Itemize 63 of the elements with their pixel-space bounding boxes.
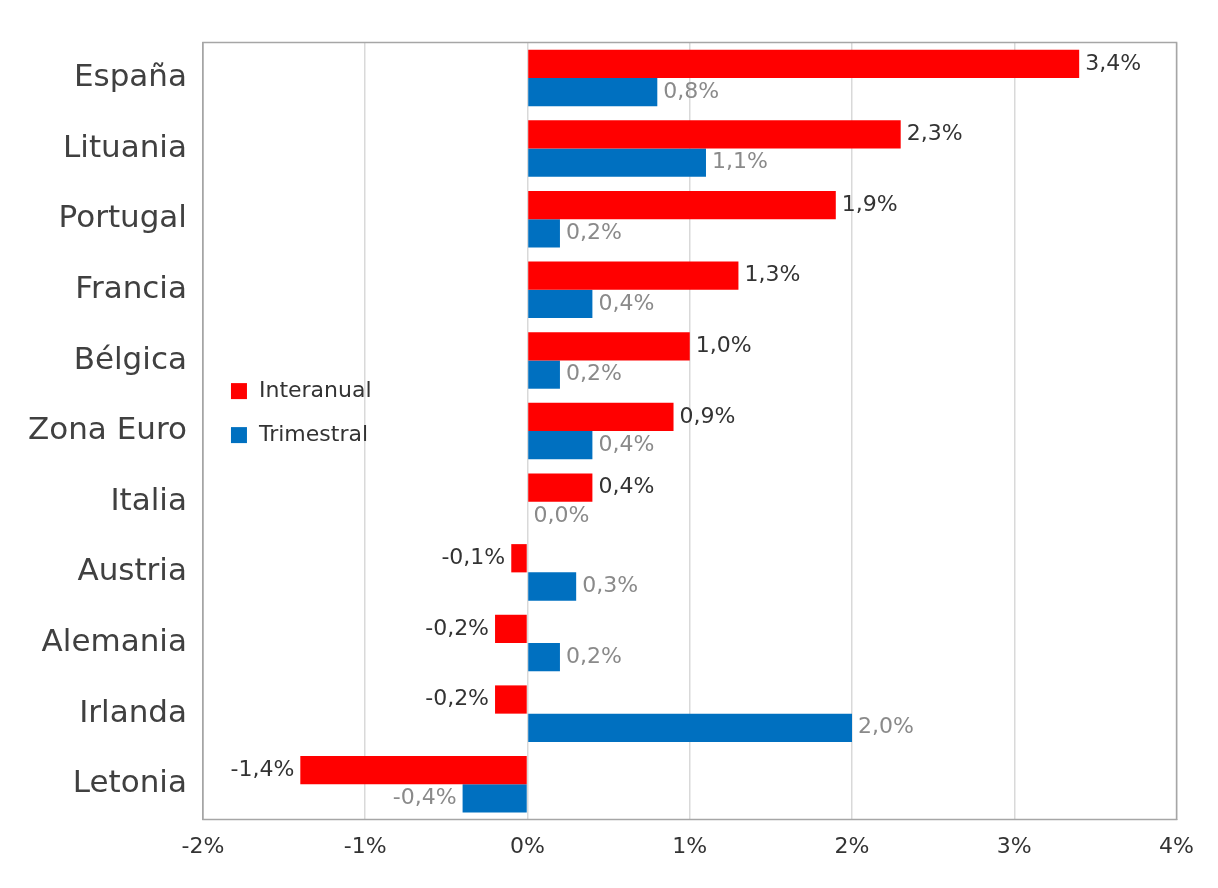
bar xyxy=(528,332,690,361)
bar xyxy=(528,431,593,460)
bar xyxy=(528,261,739,290)
data-label: 1,1% xyxy=(711,148,768,174)
data-label: 1,0% xyxy=(695,332,752,358)
bar xyxy=(528,49,1080,78)
bar xyxy=(528,219,560,248)
bar xyxy=(300,756,527,785)
x-tick-label: 1% xyxy=(672,832,708,858)
legend-label: Trimestral xyxy=(257,420,369,446)
data-label: -0,2% xyxy=(425,685,490,711)
bar xyxy=(528,190,836,220)
bar xyxy=(528,572,577,601)
data-label: 2,0% xyxy=(858,713,914,739)
x-tick-label: 3% xyxy=(996,832,1032,858)
bar xyxy=(495,614,527,644)
y-tick-label: Zona Euro xyxy=(28,410,187,447)
data-label: 0,2% xyxy=(565,360,622,386)
y-tick-label: Lituania xyxy=(63,127,187,164)
x-tick-label: -1% xyxy=(343,832,387,858)
data-label: 1,9% xyxy=(841,190,898,216)
data-label: -0,1% xyxy=(441,543,506,569)
bar xyxy=(528,289,593,319)
x-tick-label: 4% xyxy=(1159,832,1194,858)
bar xyxy=(528,360,560,389)
data-label: 0,3% xyxy=(582,572,639,598)
data-label: 0,4% xyxy=(598,430,655,456)
bar xyxy=(528,148,706,177)
y-tick-label: Portugal xyxy=(58,198,187,235)
data-label: -0,4% xyxy=(392,784,457,810)
y-tick-label: Letonia xyxy=(72,763,187,800)
data-label: 0,9% xyxy=(679,402,736,428)
data-label: 0,2% xyxy=(565,219,622,245)
y-tick-label: Francia xyxy=(75,268,187,305)
y-tick-label: Italia xyxy=(110,480,187,517)
data-label: -0,2% xyxy=(425,614,490,640)
x-tick-label: -2% xyxy=(181,832,225,858)
data-label: 2,3% xyxy=(906,120,963,146)
bar xyxy=(511,544,527,573)
bar xyxy=(528,473,593,502)
y-tick-label: Irlanda xyxy=(79,692,187,729)
y-tick-label: Bélgica xyxy=(73,339,187,376)
y-tick-label: España xyxy=(73,56,187,93)
data-label: 0,0% xyxy=(533,501,590,527)
data-label: 0,2% xyxy=(565,642,622,668)
x-tick-label: 2% xyxy=(834,832,870,858)
bar xyxy=(528,120,901,149)
bar xyxy=(462,784,527,813)
x-tick-label: 0% xyxy=(510,832,545,858)
bar xyxy=(528,643,560,672)
bar xyxy=(528,77,658,107)
legend-label: Interanual xyxy=(258,376,372,402)
data-label: -1,4% xyxy=(230,755,295,781)
y-tick-label: Alemania xyxy=(41,622,187,659)
data-label: 1,3% xyxy=(744,261,801,287)
bar xyxy=(495,685,527,714)
bar xyxy=(528,713,853,742)
data-label: 0,4% xyxy=(598,289,655,315)
data-label: 0,4% xyxy=(598,473,655,499)
bar xyxy=(528,402,674,432)
data-label: 0,8% xyxy=(663,77,720,103)
y-tick-label: Austria xyxy=(77,551,187,588)
data-label: 3,4% xyxy=(1085,49,1142,75)
